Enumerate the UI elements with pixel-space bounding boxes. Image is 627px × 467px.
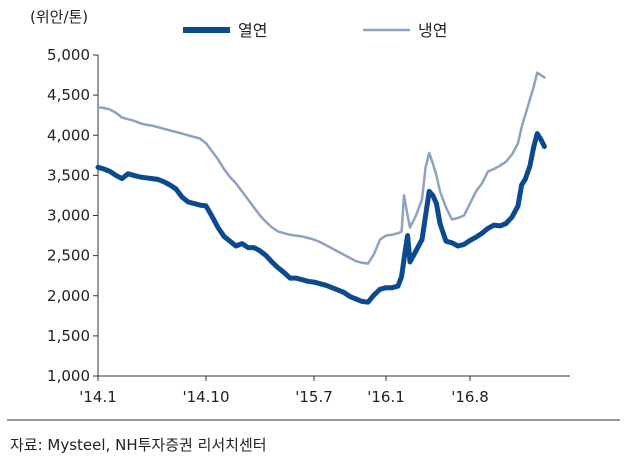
y-tick-label: 5,000: [47, 46, 90, 64]
series-line-cold-rolled: [96, 71, 546, 265]
y-tick-label: 4,500: [47, 86, 90, 104]
legend-label-cold-rolled: 냉연: [418, 21, 447, 40]
y-tick-label: 1,000: [47, 367, 90, 385]
y-tick-label: 4,000: [47, 126, 90, 144]
axes: [97, 55, 570, 377]
x-tick-label: '16.1: [367, 388, 405, 406]
x-tick-label: '15.7: [295, 388, 333, 406]
y-tick-label: 2,000: [47, 287, 90, 305]
source-note: 자료: Mysteel, NH투자증권 리서치센터: [10, 436, 267, 454]
series-layer: [95, 71, 547, 305]
x-tick-label: '16.8: [451, 388, 489, 406]
legend-label-hot-rolled: 열연: [238, 21, 267, 40]
y-tick-label: 3,000: [47, 207, 90, 225]
y-tick-label: 3,500: [47, 166, 90, 184]
y-axis-unit-label: (위안/톤): [30, 8, 88, 26]
x-axis-ticks: '14.1 '14.10 '15.7 '16.1 '16.8: [79, 376, 489, 406]
y-tick-label: 1,500: [47, 327, 90, 345]
legend: 열연 냉연: [183, 21, 447, 40]
y-tick-label: 2,500: [47, 247, 90, 265]
x-tick-label: '14.1: [79, 388, 117, 406]
y-axis-ticks: 1,000 1,500 2,000 2,500 3,000 3,500 4,000 4,500…: [47, 46, 98, 385]
x-tick-label: '14.10: [182, 388, 229, 406]
series-line-hot-rolled: [95, 131, 547, 305]
